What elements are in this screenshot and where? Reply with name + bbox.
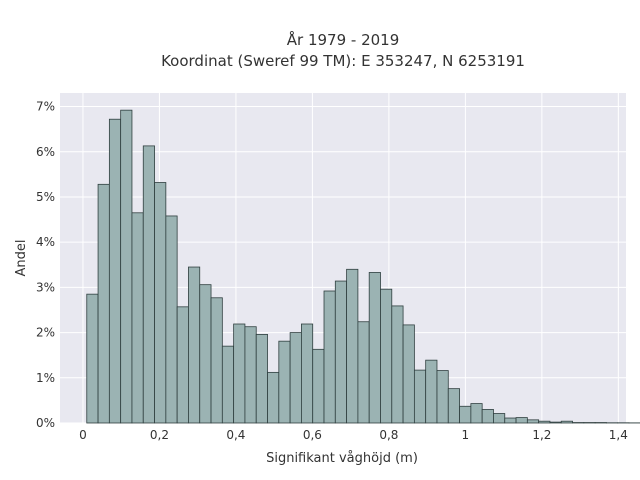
x-tick-label: 0 [79, 428, 87, 442]
histogram-bar [413, 369, 427, 424]
histogram-bar [301, 323, 314, 424]
histogram-bar [154, 182, 167, 424]
x-tick-label: 0,4 [226, 428, 245, 442]
histogram-bar [188, 266, 201, 424]
y-tick-label: 7% [36, 100, 55, 114]
y-tick-label: 5% [36, 190, 55, 204]
x-axis-ticks: 0 0,2 0,4 0,6 0,8 1 1,2 1,4 [79, 428, 628, 442]
histogram-bar [312, 348, 325, 424]
x-tick-label: 0,2 [150, 428, 169, 442]
y-axis-ticks: 0% 1% 2% 3% 4% 5% 6% 7% [36, 100, 55, 430]
histogram-bar [210, 297, 223, 424]
histogram-bar [108, 118, 122, 424]
y-axis-label: Andel [14, 240, 29, 277]
histogram-bar [391, 305, 404, 424]
histogram-bar [278, 340, 291, 424]
histogram-bar [131, 212, 144, 424]
histogram-bar [86, 293, 99, 424]
histogram-bar [176, 306, 189, 424]
histogram-bar [436, 370, 449, 424]
histogram-bar [493, 413, 506, 424]
x-tick-label: 1,4 [609, 428, 628, 442]
histogram-bar [504, 417, 517, 424]
histogram-bar [334, 280, 348, 424]
histogram-bar [267, 371, 280, 424]
histogram-bar [199, 284, 212, 424]
chart-subtitle: Koordinat (Sweref 99 TM): E 353247, N 62… [161, 52, 525, 70]
histogram-bar [459, 405, 472, 424]
histogram-bar [323, 290, 336, 424]
y-tick-label: 3% [36, 280, 55, 294]
histogram-bar [97, 183, 110, 424]
histogram-bar [165, 215, 178, 424]
histogram-bar [481, 409, 494, 424]
y-tick-label: 4% [36, 235, 55, 249]
histogram-bar [255, 333, 268, 424]
histogram-bar [526, 419, 540, 424]
histogram-bar [447, 388, 460, 424]
histogram-bar [289, 332, 302, 424]
histogram-bar [244, 326, 257, 424]
histogram-bar [470, 403, 483, 424]
histogram-bar [346, 268, 359, 424]
histogram-bar [549, 421, 562, 424]
x-tick-label: 0,8 [379, 428, 398, 442]
histogram-bar [425, 359, 438, 424]
histogram-bar [120, 109, 133, 424]
x-tick-label: 1,2 [532, 428, 551, 442]
histogram-bar [142, 145, 155, 424]
histogram-bar [368, 272, 381, 424]
y-tick-label: 2% [36, 326, 55, 340]
x-tick-label: 1 [462, 428, 470, 442]
histogram-bar [233, 323, 246, 424]
y-tick-label: 1% [36, 371, 55, 385]
histogram-bars [86, 109, 640, 424]
histogram-bar [560, 420, 573, 424]
histogram-bar [402, 324, 415, 424]
y-tick-label: 6% [36, 145, 55, 159]
histogram-bar [357, 321, 370, 424]
histogram-bar [515, 417, 528, 424]
chart-title: År 1979 - 2019 [287, 30, 400, 49]
y-tick-label: 0% [36, 416, 55, 430]
histogram-bar [221, 345, 235, 424]
histogram-bar [538, 420, 551, 424]
histogram-bar [380, 288, 393, 424]
x-axis-label: Signifikant våghöjd (m) [266, 451, 418, 466]
x-tick-label: 0,6 [303, 428, 322, 442]
